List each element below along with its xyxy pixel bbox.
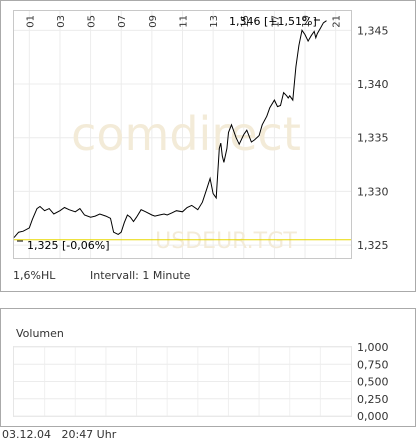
y-tick-label: 1,345 [357, 24, 389, 37]
hl-label: 1,6%HL [13, 269, 56, 282]
volume-y-tick-labels: 0,000 0,250 0,500 0,750 1,000 [357, 341, 389, 423]
volume-y-tick-label: 0,250 [357, 393, 389, 406]
comdirect-watermark: comdirect [71, 107, 301, 161]
price-chart-panel: comdirect USDEUR.TGT 01 03 05 07 09 11 13 15 17 1… [0, 0, 416, 292]
volume-y-tick-label: 0,750 [357, 358, 389, 371]
x-tick-labels: 01 03 05 07 09 11 13 15 17 19 21 [25, 15, 342, 28]
x-tick-label: 13 [209, 15, 220, 28]
high-annotation: 1,346 [+1,51%] [229, 15, 317, 28]
footer-date: 03.12.04 [2, 428, 51, 441]
y-tick-label: 1,335 [357, 132, 389, 145]
price-plot-border [13, 10, 352, 259]
volume-chart-panel: Volumen 0,000 0,250 0,500 0,750 1,000 [0, 308, 416, 427]
price-series-line [13, 20, 327, 238]
x-tick-label: 09 [148, 15, 159, 28]
x-tick-label: 11 [179, 15, 190, 28]
x-tick-label: 17 [270, 15, 281, 28]
y-tick-label: 1,330 [357, 185, 389, 198]
x-tick-label: 03 [56, 15, 67, 28]
footer-time: 20:47 Uhr [61, 428, 117, 441]
y-tick-label: 1,325 [357, 239, 389, 252]
price-grid [14, 11, 351, 258]
price-panel-border [0, 0, 416, 292]
volume-y-tick-label: 1,000 [357, 341, 389, 354]
low-annotation: 1,325 [-0,06%] [27, 239, 109, 252]
volume-y-tick-label: 0,000 [357, 410, 389, 423]
y-tick-label: 1,340 [357, 78, 389, 91]
x-tick-label: 21 [332, 15, 343, 28]
interval-label: Intervall: 1 Minute [90, 269, 191, 282]
x-tick-label: 01 [25, 15, 36, 28]
symbol-watermark: USDEUR.TGT [155, 229, 297, 254]
timestamp-footer: 03.12.04 20:47 Uhr [2, 428, 116, 441]
x-tick-label: 19 [301, 15, 312, 28]
y-tick-labels: 1,325 1,330 1,335 1,340 1,345 [357, 24, 389, 252]
x-tick-label: 15 [240, 15, 251, 28]
x-tick-label: 07 [117, 15, 128, 28]
x-tick-label: 05 [87, 15, 98, 28]
volume-grid [14, 346, 351, 417]
volume-y-tick-label: 0,500 [357, 376, 389, 389]
volume-title: Volumen [16, 327, 64, 340]
volume-panel-border [0, 308, 416, 427]
